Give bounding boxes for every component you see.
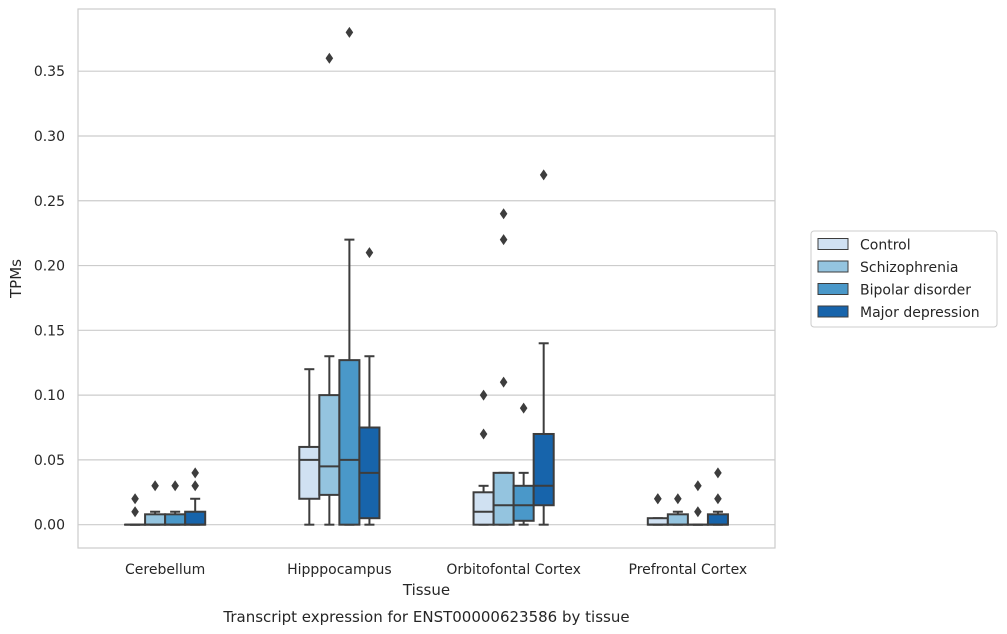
outlier-point: [654, 493, 662, 505]
y-tick-label: 0.10: [34, 388, 65, 404]
y-tick-label: 0.35: [34, 64, 65, 80]
box-rect: [318, 394, 341, 496]
box-group: [338, 26, 361, 526]
outlier-point: [479, 389, 488, 401]
box-rect: [144, 513, 167, 526]
box-group: [666, 493, 689, 526]
y-tick-label: 0.05: [34, 453, 65, 469]
outlier-point: [131, 506, 139, 518]
box-group: [184, 467, 207, 526]
box-rect: [472, 491, 495, 526]
x-tick-label: Orbitofontal Cortex: [446, 562, 581, 578]
outlier-point: [499, 376, 508, 388]
box-group: [318, 52, 341, 526]
y-tick-label: 0.30: [34, 129, 65, 145]
box-rect: [666, 513, 689, 526]
outlier-point: [151, 480, 159, 492]
box-rect: [164, 513, 187, 526]
legend-label: Schizophrenia: [860, 260, 958, 276]
y-tick-label: 0.00: [34, 518, 65, 534]
figure-caption: Transcript expression for ENST0000062358…: [222, 608, 629, 626]
legend: Control Schizophrenia Bipolar disorder Majo…: [810, 230, 998, 328]
boxes: [124, 26, 729, 526]
box-rect: [298, 445, 321, 500]
outlier-point: [365, 247, 374, 259]
x-tick-labels: Cerebellum Hipppocampus Orbitofontal Corte…: [125, 562, 747, 578]
box-group: [144, 480, 167, 526]
box-rect: [532, 432, 555, 507]
outlier-point: [694, 480, 702, 492]
x-tick-label: Cerebellum: [125, 562, 205, 578]
box-group: [706, 467, 729, 526]
outlier-point: [519, 402, 528, 414]
outlier-point: [191, 467, 199, 479]
box-rect: [338, 359, 361, 526]
box-rect: [492, 471, 515, 526]
outlier-point: [539, 169, 548, 181]
outlier-point: [714, 467, 722, 479]
x-axis-title: Tissue: [402, 581, 450, 599]
y-tick-label: 0.20: [34, 259, 65, 275]
box-group: [358, 247, 381, 526]
y-tick-labels: 0.00 0.05 0.10 0.15 0.20 0.25 0.30 0.35: [34, 64, 65, 533]
box-group: [492, 208, 515, 526]
legend-swatch: [817, 238, 849, 250]
outlier-point: [131, 493, 139, 505]
x-tick-label: Hipppocampus: [287, 562, 392, 578]
legend-frame: [810, 230, 998, 328]
legend-label: Bipolar disorder: [860, 283, 971, 299]
outlier-point: [191, 480, 199, 492]
box-rect: [706, 513, 729, 526]
legend-label: Major depression: [860, 305, 980, 321]
legend-label: Control: [860, 238, 911, 254]
box-rect: [184, 510, 207, 526]
outlier-point: [325, 52, 334, 64]
outlier-point: [479, 428, 488, 440]
outlier-point: [499, 234, 508, 246]
legend-swatch: [817, 305, 849, 318]
box-group: [124, 493, 147, 526]
box-rect: [512, 484, 535, 522]
x-tick-label: Prefrontal Cortex: [629, 562, 748, 578]
outlier-point: [714, 493, 722, 505]
legend-swatch: [817, 260, 849, 273]
outlier-point: [674, 493, 682, 505]
outlier-point: [345, 26, 354, 38]
outlier-point: [694, 506, 702, 518]
y-tick-label: 0.25: [34, 194, 65, 210]
outlier-point: [171, 480, 179, 492]
box-group: [646, 493, 669, 526]
legend-swatch: [817, 283, 849, 295]
outlier-point: [499, 208, 508, 220]
plot-frame: [77, 8, 776, 549]
box-group: [532, 169, 555, 526]
y-tick-label: 0.15: [34, 323, 65, 339]
y-axis-title: TPMs: [7, 259, 25, 299]
